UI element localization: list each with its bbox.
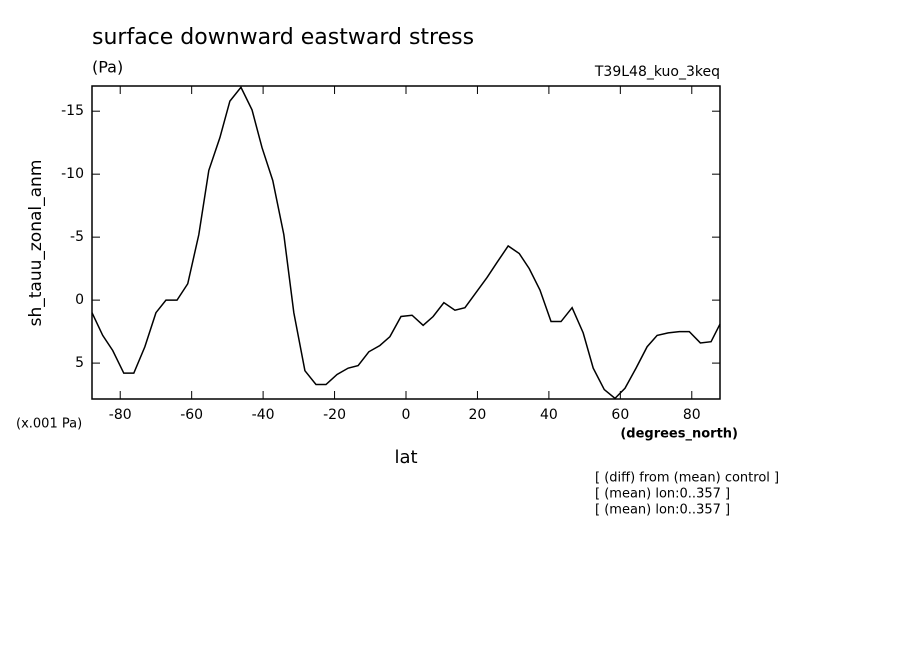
x-tick-label: 20 <box>469 407 487 423</box>
x-unit: (degrees_north) <box>620 427 738 442</box>
x-axis-label: lat <box>394 447 417 468</box>
chart-title: surface downward eastward stress <box>92 25 474 50</box>
y-tick-label: -15 <box>61 103 84 119</box>
y-unit: (x.001 Pa) <box>16 417 82 432</box>
x-tick-label: 0 <box>402 407 411 423</box>
note: [ (mean) lon:0..357 ] <box>595 487 730 502</box>
y-tick-label: 0 <box>75 292 84 308</box>
run-label: T39L48_kuo_3keq <box>594 64 720 80</box>
x-tick-label: -80 <box>109 407 132 423</box>
y-tick-label: -10 <box>61 166 84 182</box>
note: [ (mean) lon:0..357 ] <box>595 503 730 518</box>
note: [ (diff) from (mean) control ] <box>595 471 779 486</box>
x-tick-label: 40 <box>540 407 558 423</box>
y-tick-label: 5 <box>75 355 84 371</box>
x-tick-label: 80 <box>683 407 701 423</box>
data-line <box>91 85 721 400</box>
x-tick-label: -40 <box>252 407 275 423</box>
y-axis-label: sh_tauu_zonal_anm <box>26 160 46 327</box>
x-tick-label: 60 <box>611 407 629 423</box>
y-tick-label: -5 <box>70 229 84 245</box>
x-tick-label: -20 <box>323 407 346 423</box>
subtitle: (Pa) <box>92 58 123 77</box>
x-tick-label: -60 <box>180 407 203 423</box>
